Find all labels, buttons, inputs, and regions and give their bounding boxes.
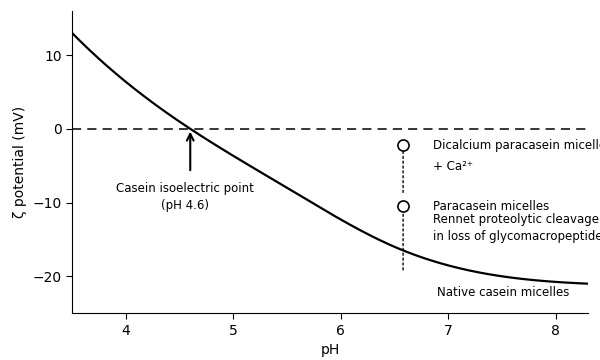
Text: Casein isoelectric point: Casein isoelectric point — [116, 182, 254, 195]
X-axis label: pH: pH — [320, 343, 340, 357]
Text: Native casein micelles: Native casein micelles — [437, 286, 570, 299]
Text: Rennet proteolytic cleavage resulting
in loss of glycomacropeptide (GMP): Rennet proteolytic cleavage resulting in… — [433, 213, 600, 243]
Text: + Ca²⁺: + Ca²⁺ — [433, 160, 473, 173]
Text: Paracasein micelles: Paracasein micelles — [433, 200, 550, 213]
Text: (pH 4.6): (pH 4.6) — [161, 199, 209, 212]
Text: Dicalcium paracasein micelles: Dicalcium paracasein micelles — [433, 139, 600, 152]
Y-axis label: ζ potential (mV): ζ potential (mV) — [13, 106, 27, 218]
